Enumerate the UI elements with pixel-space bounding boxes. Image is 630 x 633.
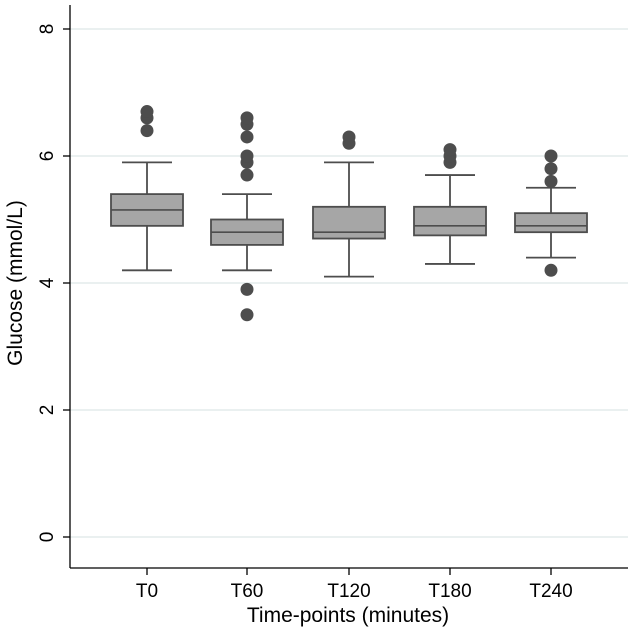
outlier-point [544, 149, 558, 163]
x-tick-label: T120 [327, 581, 370, 602]
y-axis-title: Glucose (mmol/L) [4, 200, 27, 366]
outlier-point [544, 174, 558, 188]
outlier-point [240, 282, 254, 296]
y-tick-label: 2 [37, 405, 58, 416]
x-tick-label: T240 [529, 581, 572, 602]
x-tick-label: T60 [231, 581, 264, 602]
outlier-point [544, 263, 558, 277]
box-group-t180 [413, 143, 487, 265]
outlier-point [443, 143, 457, 157]
box-iqr [312, 205, 386, 240]
x-axis-title: Time-points (minutes) [247, 604, 449, 627]
box-group-t0 [110, 105, 184, 272]
box-iqr [413, 205, 487, 237]
box-group-t120 [312, 130, 386, 278]
outlier-point [140, 124, 154, 138]
x-tick-label: T0 [136, 581, 158, 602]
outlier-point [544, 162, 558, 176]
box-group-t240 [514, 149, 588, 277]
outlier-point [240, 149, 254, 163]
outlier-point [342, 130, 356, 144]
y-tick-label: 0 [37, 532, 58, 543]
boxes [110, 105, 588, 322]
gridlines [70, 28, 628, 538]
y-tick-label: 4 [37, 277, 58, 288]
outlier-point [240, 168, 254, 182]
y-tick-label: 6 [37, 151, 58, 162]
tick-labels: 0 2 4 6 8 T0 T60 T120 T180 T240 [37, 24, 573, 602]
x-tick-label: T180 [428, 581, 471, 602]
box-iqr [514, 212, 588, 234]
outlier-point [240, 308, 254, 322]
outlier-point [140, 105, 154, 119]
axes [63, 5, 628, 575]
outlier-point [240, 111, 254, 125]
box-group-t60 [210, 111, 284, 322]
y-tick-label: 8 [37, 24, 58, 35]
outlier-point [240, 130, 254, 144]
